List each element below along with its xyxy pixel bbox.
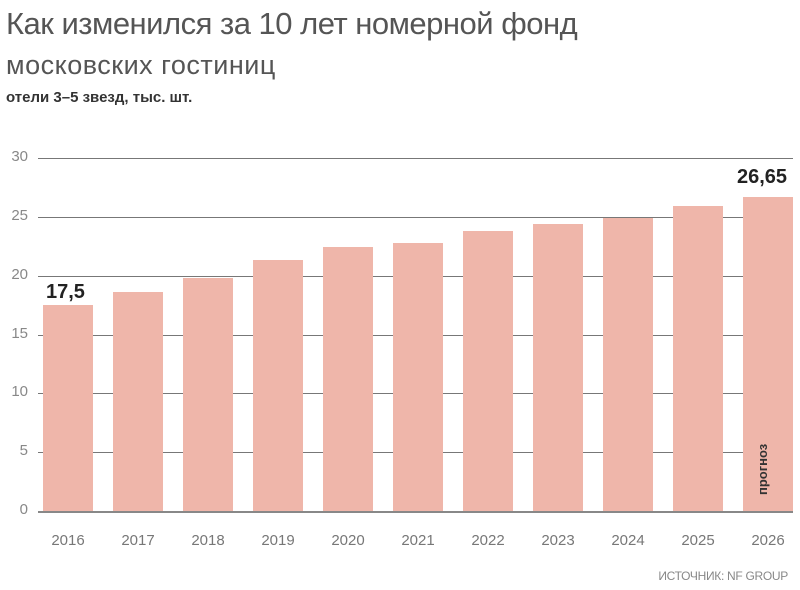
- x-tick-label: 2022: [471, 532, 505, 549]
- gridline: [38, 158, 793, 159]
- y-tick-label: 5: [19, 442, 28, 460]
- y-tick-label: 20: [11, 265, 28, 283]
- x-tick-label: 2020: [331, 532, 365, 549]
- chart-subtitle: московских гостиниц: [6, 50, 276, 80]
- bar-2025: [673, 206, 723, 511]
- y-tick-label: 25: [11, 206, 28, 224]
- x-tick-label: 2017: [121, 532, 155, 549]
- x-tick-label: 2024: [611, 532, 645, 549]
- bar-2019: [253, 260, 303, 511]
- source-label: ИСТОЧНИК: NF GROUP: [658, 569, 788, 583]
- y-tick-label: 10: [11, 383, 28, 401]
- x-tick-label: 2021: [401, 532, 435, 549]
- bar-2024: [603, 218, 653, 511]
- bar-2016: [43, 305, 93, 511]
- x-tick-label: 2025: [681, 532, 715, 549]
- gridline: [38, 216, 793, 218]
- y-tick-label: 0: [19, 501, 28, 518]
- chart-unit-label: отели 3–5 звезд, тыс. шт.: [6, 89, 193, 106]
- bar-2021: [393, 242, 443, 511]
- bar-2022: [463, 230, 513, 511]
- bar-2018: [183, 278, 233, 511]
- y-tick-label: 15: [11, 324, 28, 342]
- first-value-label: 17,5: [46, 281, 85, 303]
- x-tick-label: 2016: [51, 532, 85, 549]
- bar-2020: [323, 247, 373, 511]
- y-tick-label: 30: [11, 148, 28, 165]
- bar-2017: [113, 292, 163, 511]
- forecast-label: прогноз: [755, 443, 770, 495]
- x-tick-label: 2019: [261, 532, 295, 549]
- last-value-label: 26,65: [737, 166, 788, 188]
- x-tick-label: 2018: [191, 532, 225, 549]
- gridline: [38, 511, 793, 513]
- x-tick-label: 2023: [541, 532, 575, 549]
- chart-title: Как изменился за 10 лет номерной фонд: [6, 6, 578, 41]
- x-tick-label: 2026: [751, 532, 785, 549]
- bar-2023: [533, 223, 583, 511]
- bar-2026: [743, 197, 793, 511]
